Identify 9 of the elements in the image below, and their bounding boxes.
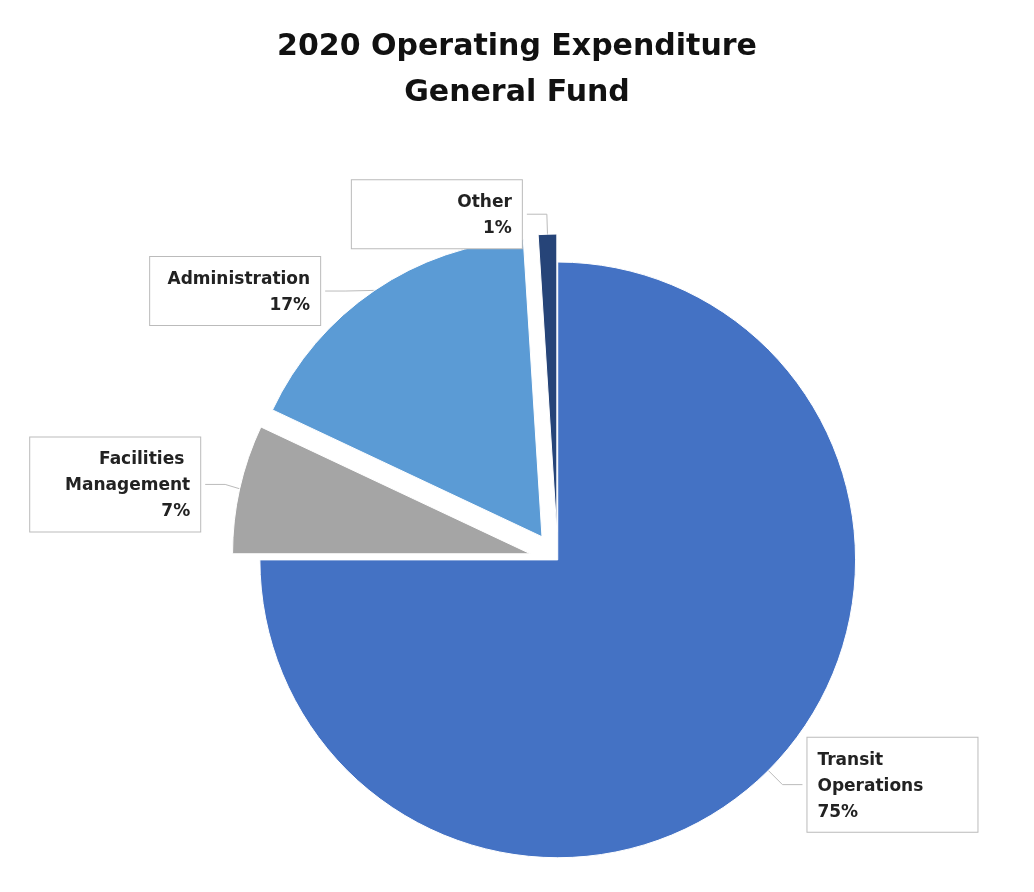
- slice-label: Facilities Management: [65, 448, 191, 495]
- slice-label: Other: [457, 191, 513, 212]
- data-label: 17%: [269, 294, 311, 315]
- data-label: 7%: [161, 500, 191, 521]
- data-label: 75%: [817, 800, 859, 821]
- slice-label: Transit Operations: [817, 748, 924, 795]
- data-label: 1%: [482, 217, 512, 238]
- slice-label: Administration: [167, 268, 311, 289]
- chart-title: 2020 Operating Expenditure General Fund: [277, 26, 757, 108]
